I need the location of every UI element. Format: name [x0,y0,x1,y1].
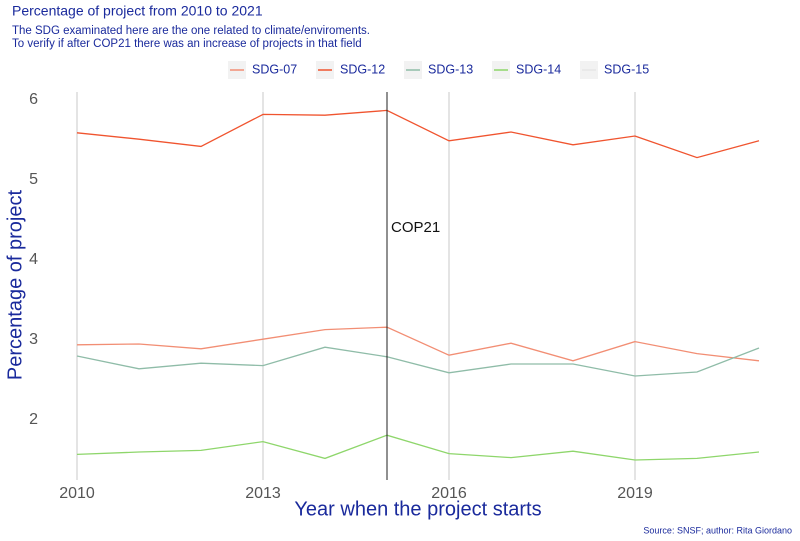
chart-title: Percentage of project from 2010 to 2021 [12,3,263,19]
legend-label: SDG-07 [252,62,297,76]
series-line [76,434,760,461]
x-tick-label: 2019 [617,485,653,502]
y-tick-label: 6 [29,91,38,108]
x-tick-label: 2016 [431,485,467,502]
legend-label: SDG-12 [340,62,385,76]
x-tick-label: 2010 [59,485,95,502]
legend-label: SDG-14 [516,62,561,76]
y-tick-label: 2 [29,411,38,428]
x-tick-label: 2013 [245,485,281,502]
caption: Source: SNSF; author: Rita Giordano [643,525,792,535]
annotation: COP21 [391,219,440,236]
legend-label: SDG-15 [604,62,649,76]
series-line [76,326,760,362]
y-tick-label: 3 [29,331,38,348]
chart-subtitle: The SDG examinated here are the one rela… [12,25,370,37]
x-axis-label: Year when the project starts [294,498,541,520]
legend-label: SDG-13 [428,62,473,76]
chart-subtitle: To verify if after COP21 there was an in… [12,38,362,50]
series-line [76,109,760,159]
series-line [76,346,760,377]
y-tick-label: 5 [29,171,38,188]
y-tick-label: 4 [29,251,38,268]
y-axis-label: Percentage of project [4,190,26,381]
